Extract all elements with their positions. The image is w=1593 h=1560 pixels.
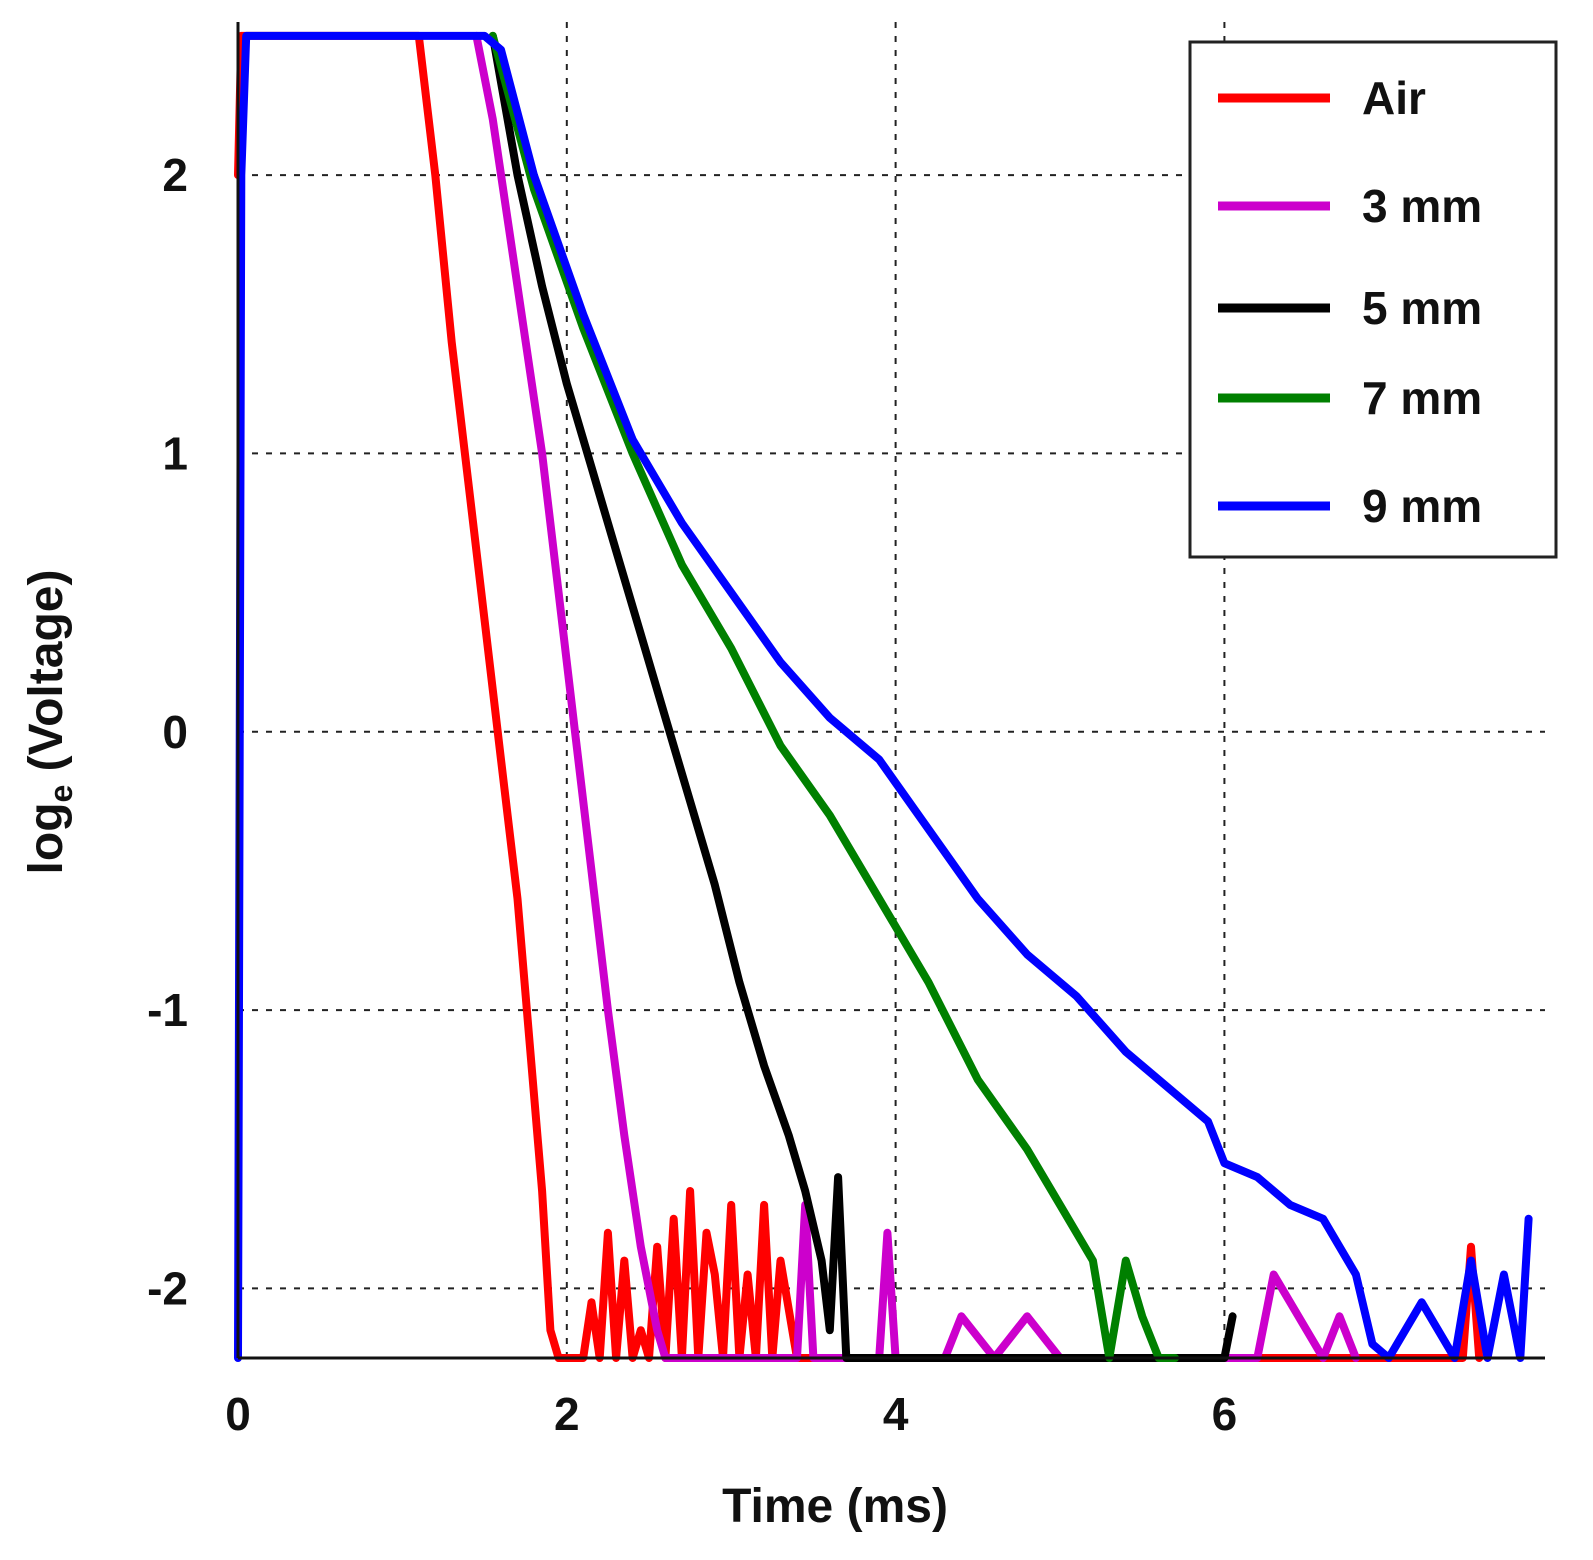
series-line-5-mm (488, 31, 1237, 1362)
x-tick-label: 0 (225, 1388, 251, 1440)
y-tick-label: 1 (162, 427, 188, 479)
y-tick-label: -2 (147, 1262, 188, 1314)
y-tick-label: -1 (147, 984, 188, 1036)
legend-item: 7 mm (1218, 372, 1482, 424)
x-tick-label: 6 (1212, 1388, 1238, 1440)
legend: Air 3 mm 5 mm 7 mm 9 mm (1188, 40, 1558, 559)
x-tick-label: 4 (883, 1388, 909, 1440)
series-line-9-mm (234, 31, 1533, 1362)
legend-item: 9 mm (1218, 480, 1482, 532)
series-line-7-mm (488, 31, 1180, 1362)
axes (236, 22, 1545, 1360)
x-axis-label: Time (ms) (722, 1480, 948, 1533)
legend-item: 5 mm (1218, 282, 1482, 334)
legend-item: 3 mm (1218, 180, 1482, 232)
y-axis-label-subscript: e (43, 785, 79, 803)
legend-label: 7 mm (1362, 372, 1482, 424)
y-tick-label: 0 (162, 706, 188, 758)
legend-label: Air (1362, 72, 1426, 124)
y-tick-label: 2 (162, 149, 188, 201)
x-tick-label: 2 (554, 1388, 580, 1440)
legend-box (1188, 40, 1558, 559)
tick-labels: 0 2 4 6 2 1 0 -1 -2 (147, 149, 1237, 1440)
legend-item: Air (1218, 72, 1426, 124)
legend-label: 9 mm (1362, 480, 1482, 532)
legend-label: 3 mm (1362, 180, 1482, 232)
y-axis-label: loge (Voltage) (20, 570, 79, 875)
legend-label: 5 mm (1362, 282, 1482, 334)
